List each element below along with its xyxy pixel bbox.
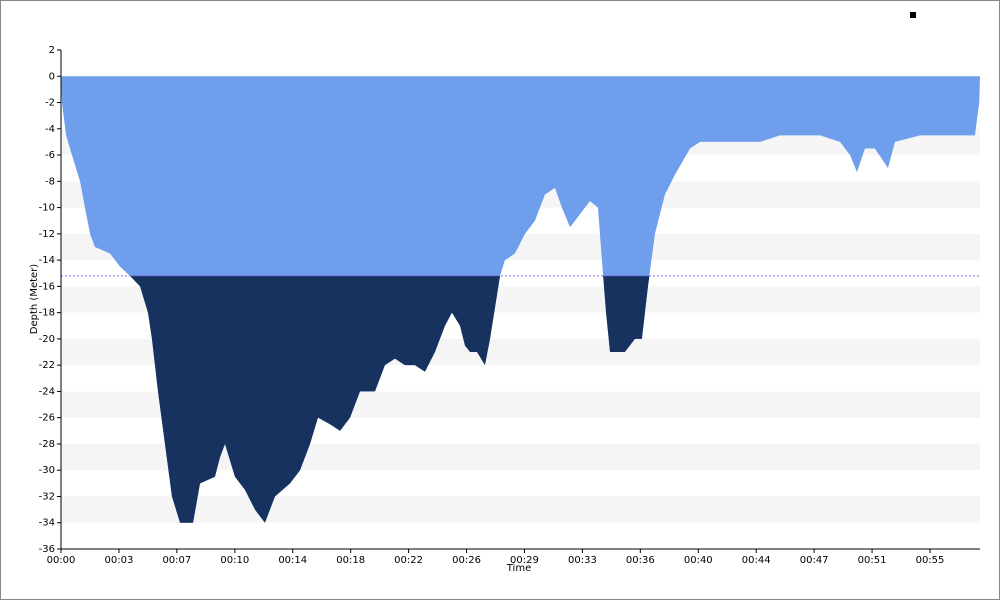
y-tick-label: -18 (39, 308, 55, 319)
deep-area (130, 275, 650, 523)
y-tick-label: 0 (49, 71, 55, 82)
y-tick-label: -12 (39, 229, 55, 240)
x-tick-label: 00:22 (394, 555, 423, 566)
legend-marker (910, 12, 916, 18)
x-tick-label: 00:10 (220, 555, 249, 566)
y-tick-label: -20 (39, 334, 55, 345)
x-tick-label: 00:18 (336, 555, 365, 566)
y-tick-label: 2 (49, 45, 55, 56)
y-tick-label: -8 (45, 176, 55, 187)
y-tick-label: -22 (39, 360, 55, 371)
y-tick-label: -10 (39, 203, 55, 214)
x-axis-title: Time (506, 563, 531, 574)
x-tick-label: 00:03 (105, 555, 134, 566)
x-tick-label: 00:47 (800, 555, 829, 566)
y-tick-label: -26 (39, 413, 55, 424)
x-tick-label: 00:40 (684, 555, 713, 566)
y-tick-label: -14 (39, 255, 55, 266)
x-tick-label: 00:07 (162, 555, 191, 566)
y-tick-label: -2 (45, 98, 55, 109)
x-tick-label: 00:36 (626, 555, 655, 566)
y-tick-label: -6 (45, 150, 55, 161)
grid-band (61, 496, 980, 523)
y-axis-title: Depth (Meter) (29, 264, 40, 335)
x-tick-label: 00:26 (452, 555, 481, 566)
y-tick-label: -4 (45, 124, 55, 135)
x-tick-label: 00:51 (858, 555, 887, 566)
x-tick-label: 00:00 (47, 555, 76, 566)
y-tick-label: -32 (39, 491, 55, 502)
x-tick-label: 00:55 (916, 555, 945, 566)
y-tick-label: -30 (39, 465, 55, 476)
x-tick-label: 00:14 (278, 555, 307, 566)
y-tick-label: -28 (39, 439, 55, 450)
y-tick-label: -16 (39, 281, 55, 292)
y-tick-label: -36 (39, 544, 55, 555)
y-tick-label: -34 (39, 518, 55, 529)
x-tick-label: 00:44 (742, 555, 771, 566)
y-tick-label: -24 (39, 386, 55, 397)
x-tick-label: 00:29 (510, 555, 539, 566)
x-tick-label: 00:33 (568, 555, 597, 566)
